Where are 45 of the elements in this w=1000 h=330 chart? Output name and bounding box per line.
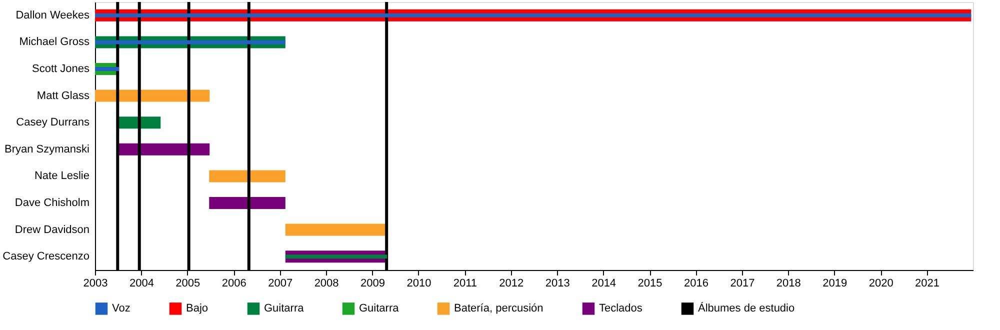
legend-label: Guitarra — [359, 302, 400, 315]
x-tick-label: 2003 — [83, 278, 108, 290]
y-tick-label: Bryan Szymanski — [4, 143, 90, 156]
x-tick-label: 2010 — [406, 278, 432, 290]
y-tick-label: Dallon Weekes — [16, 9, 90, 22]
x-tick-label: 2015 — [638, 278, 662, 290]
bar — [118, 116, 161, 129]
y-tick-label: Casey Durrans — [16, 116, 90, 129]
bar — [95, 67, 120, 71]
y-tick-label: Matt Glass — [36, 90, 90, 102]
x-tick-label: 2018 — [776, 278, 801, 290]
x-tick-label: 2007 — [268, 278, 293, 290]
x-tick-label: 2016 — [684, 278, 708, 290]
bar — [118, 143, 210, 156]
x-tick-label: 2017 — [730, 278, 755, 290]
x-tick-label: 2004 — [129, 278, 154, 290]
y-tick-label: Casey Crescenzo — [2, 250, 90, 263]
legend-label: Teclados — [599, 302, 643, 315]
legend-label: Álbumes de estudio — [698, 302, 795, 315]
legend-label: Guitarra — [264, 302, 305, 315]
x-tick-label: 2006 — [222, 278, 246, 290]
x-tick-label: 2009 — [360, 278, 386, 290]
legend-label: Batería, percusión — [454, 302, 544, 315]
bar — [209, 170, 286, 182]
x-tick-label: 2008 — [314, 278, 339, 290]
y-tick-label: Drew Davidson — [14, 224, 90, 236]
x-tick-label: 2014 — [592, 278, 616, 290]
legend-label: Bajo — [186, 302, 208, 315]
y-tick-label: Nate Leslie — [34, 170, 90, 182]
x-tick-label: 2013 — [545, 278, 570, 290]
legend-label: Voz — [112, 302, 130, 315]
y-tick-label: Michael Gross — [19, 36, 90, 48]
x-tick-label: 2021 — [915, 278, 940, 290]
bar — [209, 197, 286, 209]
bar — [95, 40, 286, 44]
bar — [95, 13, 972, 18]
x-tick-label: 2011 — [453, 278, 478, 290]
y-tick-label: Scott Jones — [32, 63, 90, 75]
bar — [285, 224, 388, 236]
bar — [95, 90, 210, 102]
x-tick-label: 2005 — [176, 278, 200, 290]
y-tick-label: Dave Chisholm — [14, 197, 90, 209]
x-tick-label: 2019 — [822, 278, 848, 290]
x-tick-label: 2020 — [868, 278, 894, 290]
x-tick-label: 2012 — [499, 278, 524, 290]
